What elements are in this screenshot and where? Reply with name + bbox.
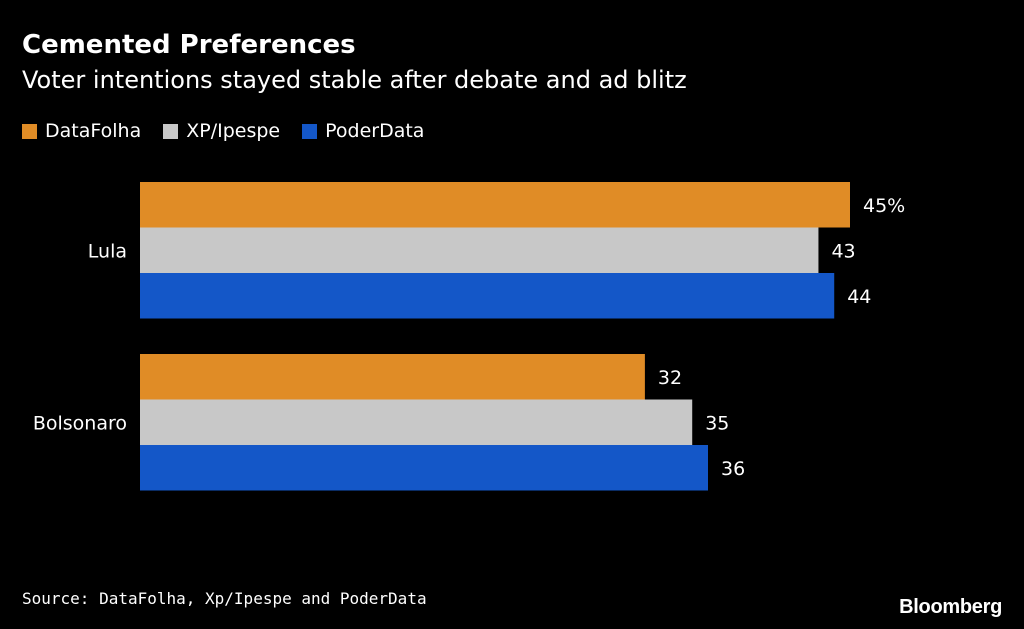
legend-item-xp-ipespe: XP/Ipespe xyxy=(163,120,280,142)
chart-title: Cemented Preferences xyxy=(22,30,356,60)
legend-swatch-datafolha xyxy=(22,123,37,139)
value-label-bolsonaro-xp-ipespe: 35 xyxy=(705,412,729,434)
category-label-lula: Lula xyxy=(88,240,127,262)
bloomberg-logo: Bloomberg xyxy=(899,596,1002,618)
source-note: Source: DataFolha, Xp/Ipespe and PoderDa… xyxy=(22,589,427,608)
legend-swatch-poderdata xyxy=(302,123,318,139)
bar-lula-xp-ipespe xyxy=(140,227,819,273)
bar-lula-poderdata xyxy=(140,273,835,319)
bar-lula-datafolha xyxy=(140,182,850,228)
bar-bolsonaro-datafolha xyxy=(140,354,645,400)
legend-label-xp-ipespe: XP/Ipespe xyxy=(186,120,281,142)
bar-bolsonaro-poderdata xyxy=(140,445,708,491)
value-label-lula-poderdata: 44 xyxy=(847,286,871,308)
category-label-bolsonaro: Bolsonaro xyxy=(33,412,127,434)
legend-swatch-xp-ipespe xyxy=(163,123,179,139)
value-label-bolsonaro-poderdata: 36 xyxy=(721,458,745,480)
value-label-lula-datafolha: 45% xyxy=(863,195,905,217)
legend-item-poderdata: PoderData xyxy=(302,120,424,142)
bar-bolsonaro-xp-ipespe xyxy=(140,399,693,445)
legend-item-datafolha: DataFolha xyxy=(22,120,141,142)
legend: DataFolha XP/Ipespe PoderData xyxy=(22,120,446,142)
value-label-bolsonaro-datafolha: 32 xyxy=(658,367,682,389)
chart-subtitle: Voter intentions stayed stable after deb… xyxy=(22,66,687,94)
value-label-lula-xp-ipespe: 43 xyxy=(831,240,855,262)
legend-label-poderdata: PoderData xyxy=(325,120,425,142)
legend-label-datafolha: DataFolha xyxy=(45,120,142,142)
